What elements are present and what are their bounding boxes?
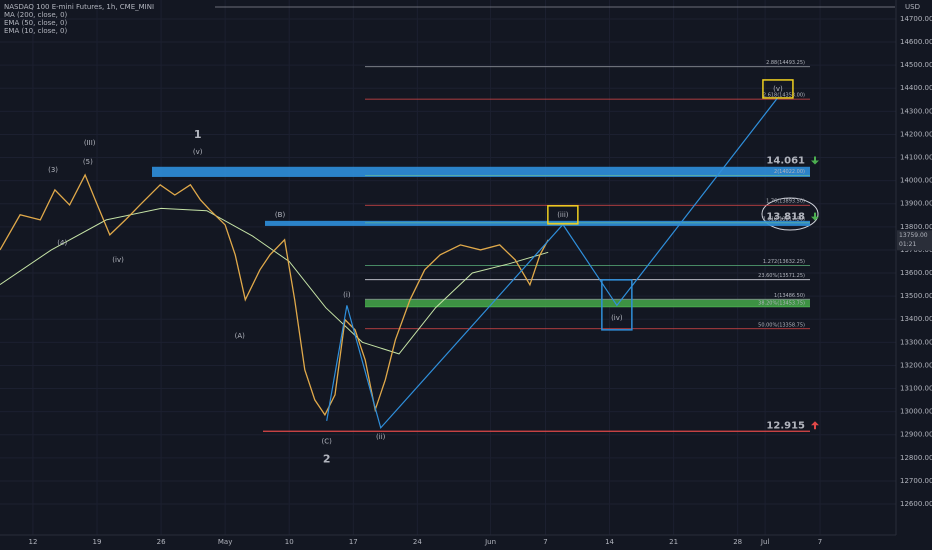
zone-arrow (811, 421, 819, 430)
x-tick-label: Jun (484, 538, 496, 546)
y-tick-label: 13800.00 (900, 223, 932, 231)
last-price-label: 13759.00 (899, 232, 928, 239)
zone (152, 166, 810, 177)
fib-label: 1.76(13893.50) (766, 199, 805, 205)
zone-label: 12.915 (766, 420, 805, 431)
wave-label: (3) (48, 166, 58, 174)
y-tick-label: 14100.00 (900, 154, 932, 162)
wave-label: (iii) (557, 211, 569, 219)
fib-label: 38.20%(13453.75) (758, 300, 805, 306)
x-tick-label: 26 (157, 538, 166, 546)
wave-label: 2 (323, 453, 331, 466)
wave-label: (III) (84, 139, 96, 147)
fib-label: 50.00%(13358.75) (758, 322, 805, 328)
zone-arrow (811, 156, 819, 165)
y-tick-label: 12700.00 (900, 477, 932, 485)
currency: USD (905, 3, 920, 11)
zone (265, 220, 810, 226)
x-tick-label: 10 (285, 538, 294, 546)
y-tick-label: 14700.00 (900, 15, 932, 23)
wave-label: (iv) (112, 256, 124, 264)
x-tick-label: 19 (93, 538, 102, 546)
y-tick-label: 14300.00 (900, 107, 932, 115)
y-tick-label: 13000.00 (900, 408, 932, 416)
fib-label: 1.618(13817.50) (763, 216, 805, 222)
y-tick-label: 13300.00 (900, 338, 932, 346)
fib-label: 2(14022.00) (774, 169, 805, 175)
y-tick-label: 13200.00 (900, 361, 932, 369)
y-tick-label: 14000.00 (900, 177, 932, 185)
zone (365, 298, 810, 307)
x-tick-label: 17 (349, 538, 358, 546)
wave-label: (A) (235, 332, 246, 340)
indicator: MA (200, close, 0) (4, 11, 68, 19)
x-tick-label: Jul (760, 538, 770, 546)
fib-label: 23.60%(13571.25) (758, 273, 805, 279)
fib-label: 2.88(14493.25) (766, 60, 805, 66)
y-tick-label: 13600.00 (900, 269, 932, 277)
wave-label: 1 (194, 128, 202, 141)
y-tick-label: 14600.00 (900, 38, 932, 46)
indicator: EMA (10, close, 0) (4, 27, 67, 35)
projection (326, 97, 779, 430)
last-price-box (897, 230, 932, 251)
wave-box (547, 205, 579, 225)
zone-arrow (811, 212, 819, 221)
wave-label: (4) (57, 239, 67, 247)
fib-label: 1(13486.50) (774, 293, 805, 299)
wave-label: (ii) (376, 433, 386, 441)
wave-box (601, 279, 633, 331)
x-tick-label: May (218, 538, 232, 546)
zone-label: 13.818 (766, 212, 805, 223)
zone-label: 14.061 (766, 156, 805, 167)
wave-label: (i) (343, 291, 351, 299)
x-tick-label: 21 (669, 538, 678, 546)
highlight-ellipse (761, 197, 819, 231)
y-tick-label: 14200.00 (900, 130, 932, 138)
wave-label: (v) (193, 148, 203, 156)
y-tick-label: 12600.00 (900, 500, 932, 508)
wave-box (762, 79, 794, 99)
wave-label: (B) (275, 211, 286, 219)
x-tick-label: 14 (605, 538, 614, 546)
chart-title: NASDAQ 100 E-mini Futures, 1h, CME_MINI (4, 3, 154, 11)
y-tick-label: 12800.00 (900, 454, 932, 462)
price-line (0, 173, 549, 417)
y-tick-label: 13100.00 (900, 385, 932, 393)
indicator: EMA (50, close, 0) (4, 19, 67, 27)
wave-label: (C) (322, 438, 333, 446)
y-tick-label: 13500.00 (900, 292, 932, 300)
countdown: 01:21 (899, 241, 916, 248)
price-line (0, 207, 549, 355)
y-tick-label: 13900.00 (900, 200, 932, 208)
x-tick-label: 28 (733, 538, 742, 546)
x-tick-label: 7 (818, 538, 822, 546)
wave-label: (v) (773, 85, 783, 93)
fib-label: 2.618(14353.00) (763, 93, 805, 99)
zone (263, 430, 810, 432)
wave-label: (5) (83, 158, 93, 166)
wave-label: (iv) (611, 314, 623, 322)
x-tick-label: 12 (28, 538, 37, 546)
x-tick-label: 24 (413, 538, 422, 546)
fib-label: 1.272(13632.25) (763, 259, 805, 265)
x-tick-label: 7 (543, 538, 547, 546)
y-tick-label: 14400.00 (900, 84, 932, 92)
y-tick-label: 12900.00 (900, 431, 932, 439)
y-tick-label: 14500.00 (900, 61, 932, 69)
y-tick-label: 13400.00 (900, 315, 932, 323)
